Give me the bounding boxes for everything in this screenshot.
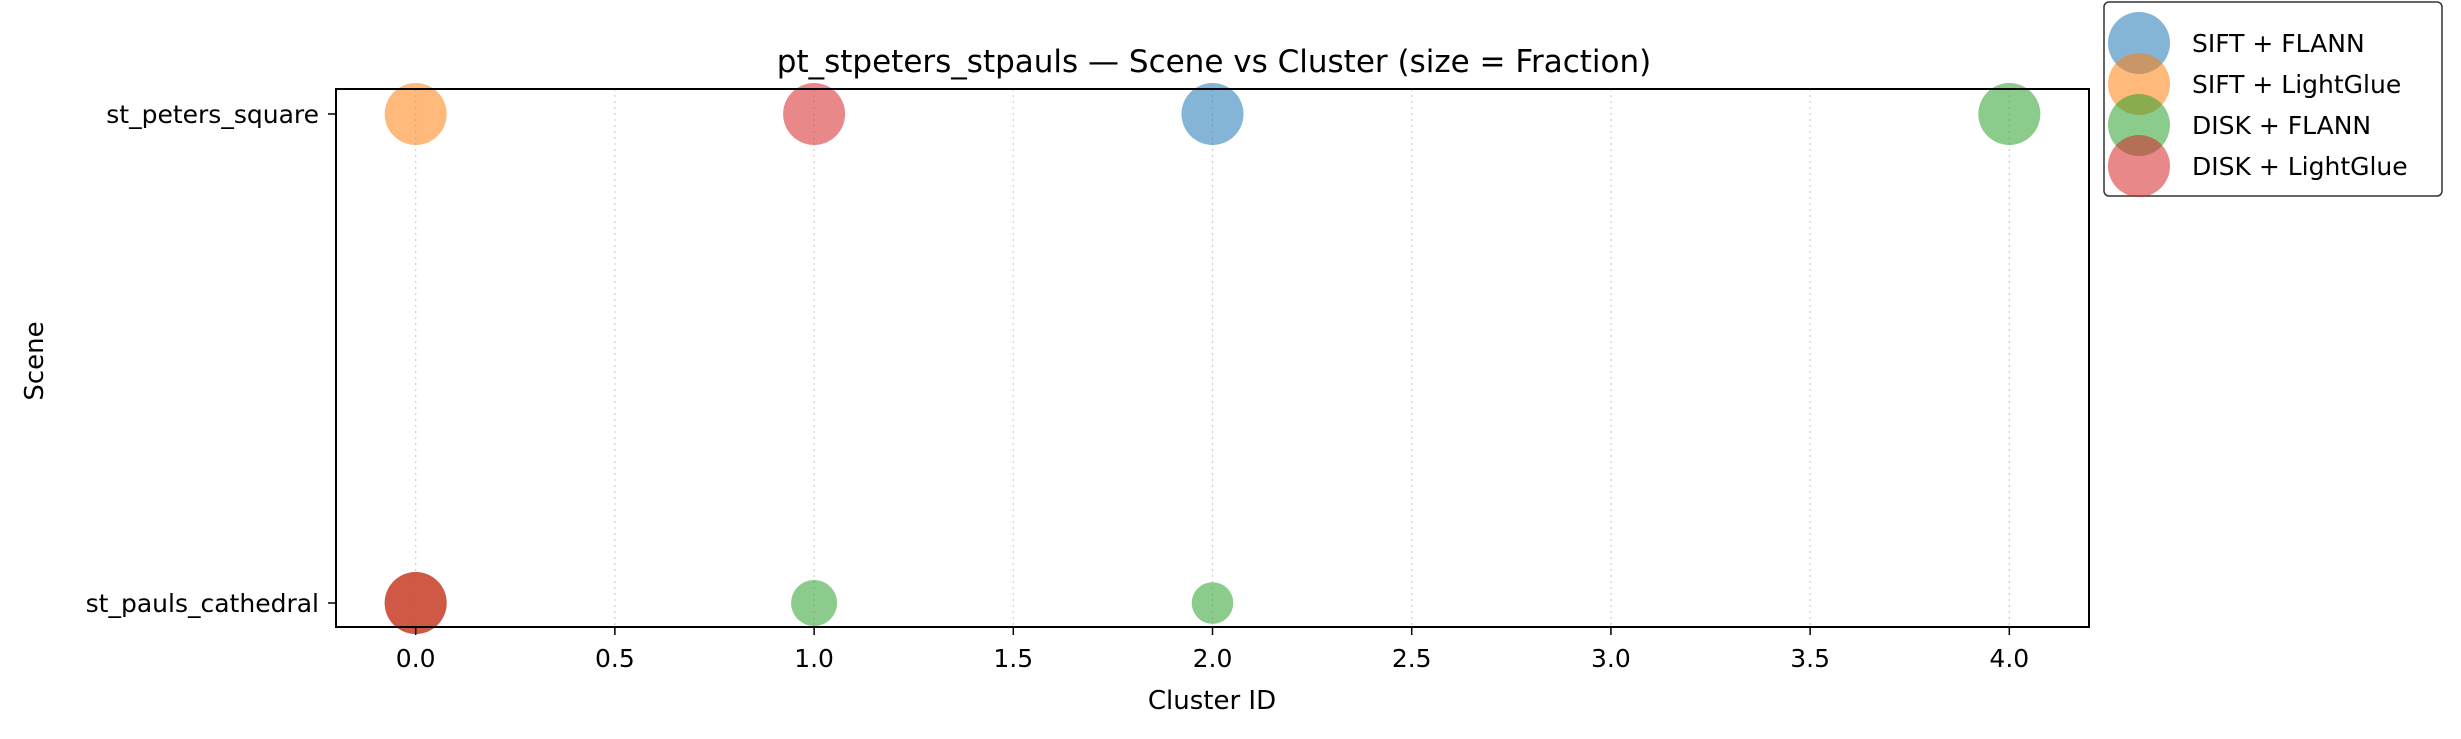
y-tick-label: st_peters_square: [106, 100, 319, 129]
x-tick-label: 1.5: [993, 644, 1033, 673]
x-tick-label: 3.0: [1591, 644, 1631, 673]
data-point: [384, 572, 447, 634]
y-axis-label: Scene: [20, 321, 50, 400]
data-point: [783, 83, 846, 145]
data-point: [384, 83, 447, 145]
data-point: [791, 580, 838, 626]
legend-label: DISK + LightGlue: [2192, 152, 2408, 181]
points-layer: [384, 83, 2041, 634]
y-tick-label: st_pauls_cathedral: [86, 589, 319, 618]
data-point: [1978, 83, 2041, 145]
data-point: [1181, 83, 1244, 145]
chart-title: pt_stpeters_stpauls — Scene vs Cluster (…: [777, 44, 1651, 80]
data-point: [1191, 582, 1234, 624]
legend-label: SIFT + FLANN: [2192, 29, 2365, 58]
legend: SIFT + FLANN SIFT + LightGlue DISK + FLANN…: [2103, 1, 2443, 197]
legend-box: [2103, 1, 2443, 197]
x-tick-label: 2.5: [1392, 644, 1432, 673]
grid-layer: [415, 89, 2010, 627]
legend-label: DISK + FLANN: [2192, 111, 2371, 140]
x-ticks: 0.0 0.5 1.0 1.5 2.0 2.5 3.0 3.5 4.0: [396, 627, 2029, 673]
y-ticks: st_peters_square st_pauls_cathedral: [86, 100, 336, 618]
x-tick-label: 1.0: [794, 644, 834, 673]
legend-label: SIFT + LightGlue: [2192, 70, 2401, 99]
x-tick-label: 2.0: [1193, 644, 1233, 673]
legend-marker: [2108, 135, 2170, 197]
x-tick-label: 4.0: [1989, 644, 2029, 673]
x-axis-label: Cluster ID: [1148, 686, 1276, 716]
x-tick-label: 0.5: [595, 644, 635, 673]
x-tick-label: 3.5: [1790, 644, 1830, 673]
x-tick-label: 0.0: [396, 644, 436, 673]
